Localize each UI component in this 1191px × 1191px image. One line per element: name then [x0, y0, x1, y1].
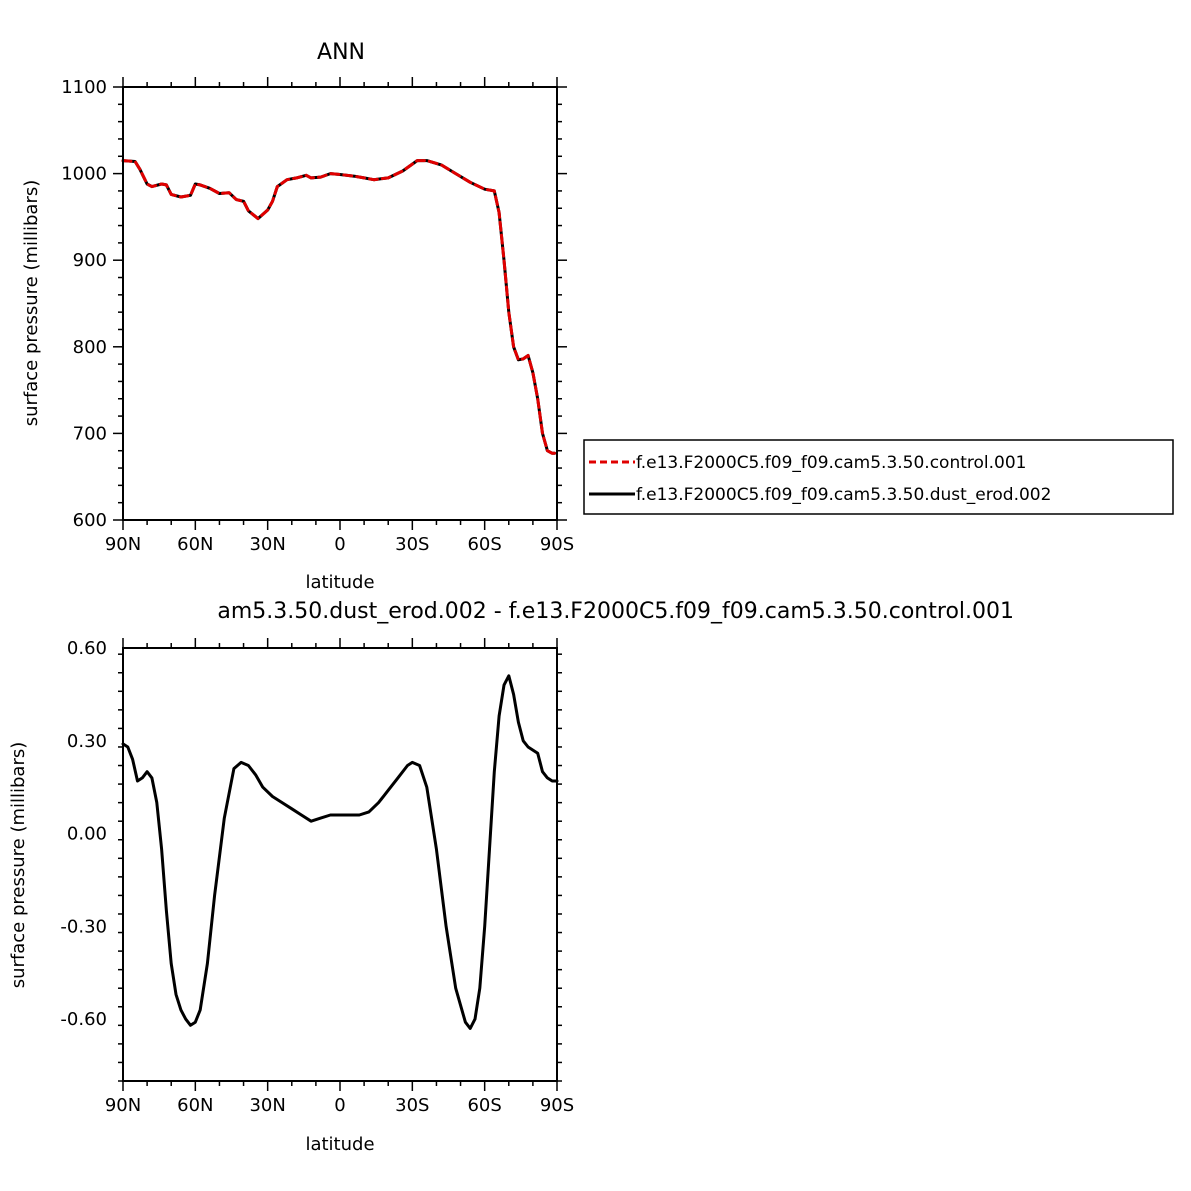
- p0-ticks: 90N 60N 30N 0 30S 60S 90S 600 700 800 900 1000 1100: [61, 77, 574, 555]
- y-tick-label: 700: [73, 423, 107, 444]
- x-tick-label: 60S: [467, 534, 501, 555]
- y-axis-title: surface pressure (millibars): [8, 742, 29, 989]
- panel-top: ANN 90N 60N 30N 0 30S 60S 90S 600 700 800 900 1000 1…: [21, 40, 1174, 593]
- x-tick-label: 60S: [467, 1095, 501, 1116]
- y-tick-label: 900: [73, 250, 107, 271]
- legend-label-dust-erod: f.e13.F2000C5.f09_f09.cam5.3.50.dust_ero…: [636, 485, 1051, 505]
- x-tick-label: 30S: [395, 534, 429, 555]
- x-axis-title: latitude: [305, 572, 374, 593]
- y-tick-label: 1100: [61, 77, 107, 98]
- panel-title: ANN: [317, 40, 365, 65]
- y-tick-label: -0.60: [60, 1009, 107, 1030]
- y-tick-label: 0.30: [67, 731, 107, 752]
- x-tick-label: 90S: [540, 534, 574, 555]
- x-tick-label: 90S: [540, 1095, 574, 1116]
- p0-series: [121, 159, 557, 455]
- x-tick-label: 30N: [249, 534, 285, 555]
- y-tick-label: 800: [73, 337, 107, 358]
- x-tick-label: 60N: [177, 1095, 213, 1116]
- x-tick-label: 90N: [105, 534, 141, 555]
- y-tick-label: 0.60: [67, 638, 107, 659]
- legend-label-control: f.e13.F2000C5.f09_f09.cam5.3.50.control.…: [636, 453, 1027, 473]
- plot-frame: [122, 647, 558, 1082]
- y-tick-label: 0.00: [67, 824, 107, 845]
- x-tick-label: 0: [334, 1095, 345, 1116]
- p1-ticks: 90N 60N 30N 0 30S 60S 90S 0.60 0.30 0.00 -0.30 -0.6…: [60, 638, 574, 1116]
- legend-box: [583, 439, 1174, 515]
- y-tick-label: -0.30: [60, 916, 107, 937]
- y-axis-title: surface pressure (millibars): [21, 180, 42, 427]
- x-tick-label: 90N: [105, 1095, 141, 1116]
- series-line-0: [121, 674, 559, 1030]
- p1-series: [121, 674, 559, 1030]
- x-tick-label: 60N: [177, 534, 213, 555]
- x-axis-title: latitude: [305, 1134, 374, 1155]
- x-tick-label: 30N: [249, 1095, 285, 1116]
- series-line-0: [121, 159, 557, 455]
- plot-frame: [122, 86, 558, 521]
- y-tick-label: 600: [73, 510, 107, 531]
- panel-bottom: am5.3.50.dust_erod.002 - f.e13.F2000C5.f…: [8, 599, 1014, 1155]
- panel-title: am5.3.50.dust_erod.002 - f.e13.F2000C5.f…: [217, 599, 1014, 624]
- x-tick-label: 0: [334, 534, 345, 555]
- y-tick-label: 1000: [61, 164, 107, 185]
- series-line-1: [121, 159, 557, 455]
- x-tick-label: 30S: [395, 1095, 429, 1116]
- legend: f.e13.F2000C5.f09_f09.cam5.3.50.control.…: [583, 439, 1174, 515]
